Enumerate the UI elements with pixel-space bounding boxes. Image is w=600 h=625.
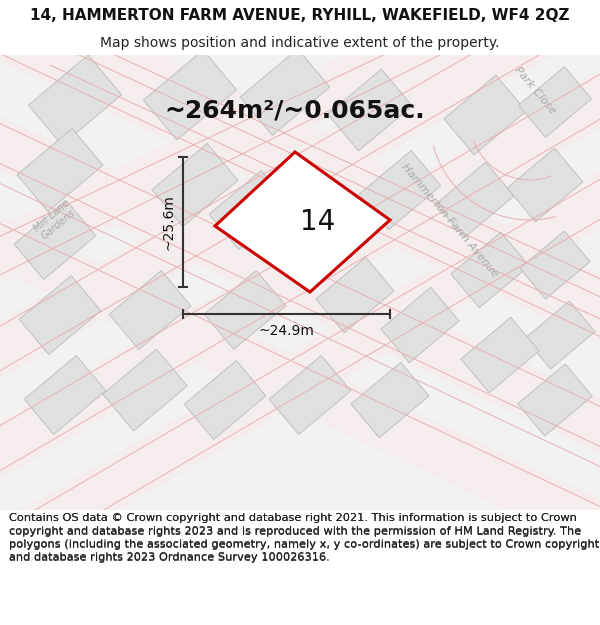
- Text: ~25.6m: ~25.6m: [161, 194, 175, 250]
- Text: 14, HAMMERTON FARM AVENUE, RYHILL, WAKEFIELD, WF4 2QZ: 14, HAMMERTON FARM AVENUE, RYHILL, WAKEF…: [30, 8, 570, 23]
- Polygon shape: [518, 364, 592, 436]
- Polygon shape: [0, 48, 600, 502]
- Polygon shape: [269, 356, 351, 434]
- Polygon shape: [28, 55, 122, 145]
- Polygon shape: [451, 232, 529, 308]
- Text: ~24.9m: ~24.9m: [259, 324, 314, 338]
- Polygon shape: [359, 151, 441, 229]
- Polygon shape: [0, 0, 600, 402]
- Polygon shape: [436, 162, 514, 238]
- Polygon shape: [0, 55, 600, 510]
- Polygon shape: [240, 49, 330, 135]
- Polygon shape: [444, 75, 526, 155]
- Polygon shape: [209, 171, 291, 249]
- Polygon shape: [0, 0, 561, 302]
- Polygon shape: [215, 152, 390, 292]
- Polygon shape: [0, 198, 600, 572]
- Text: Contains OS data © Crown copyright and database right 2021. This information is : Contains OS data © Crown copyright and d…: [9, 514, 599, 562]
- Polygon shape: [0, 148, 600, 602]
- Polygon shape: [103, 349, 187, 431]
- Polygon shape: [89, 28, 600, 372]
- Polygon shape: [520, 231, 590, 299]
- Text: Contains OS data © Crown copyright and database right 2021. This information is : Contains OS data © Crown copyright and d…: [9, 514, 599, 563]
- Polygon shape: [0, 98, 600, 472]
- Polygon shape: [507, 148, 583, 222]
- Polygon shape: [152, 144, 238, 226]
- Polygon shape: [184, 361, 266, 439]
- Polygon shape: [109, 271, 191, 349]
- Polygon shape: [316, 258, 394, 332]
- Polygon shape: [328, 69, 412, 151]
- Text: Map shows position and indicative extent of the property.: Map shows position and indicative extent…: [100, 36, 500, 50]
- Polygon shape: [461, 318, 539, 392]
- Text: Mill Lane
Gardens: Mill Lane Gardens: [31, 198, 79, 242]
- Polygon shape: [143, 50, 236, 140]
- Polygon shape: [518, 67, 592, 138]
- Polygon shape: [0, 0, 600, 362]
- Polygon shape: [381, 288, 459, 362]
- Polygon shape: [19, 276, 101, 354]
- Polygon shape: [17, 129, 103, 211]
- Polygon shape: [14, 201, 96, 279]
- Polygon shape: [24, 356, 106, 434]
- Polygon shape: [351, 362, 429, 438]
- Text: 14: 14: [300, 209, 335, 236]
- Polygon shape: [525, 301, 595, 369]
- Text: ~264m²/~0.065ac.: ~264m²/~0.065ac.: [164, 98, 425, 122]
- Polygon shape: [204, 271, 286, 349]
- Text: Hammerton Farm Avenue: Hammerton Farm Avenue: [400, 161, 500, 279]
- Text: Park Close: Park Close: [512, 64, 557, 116]
